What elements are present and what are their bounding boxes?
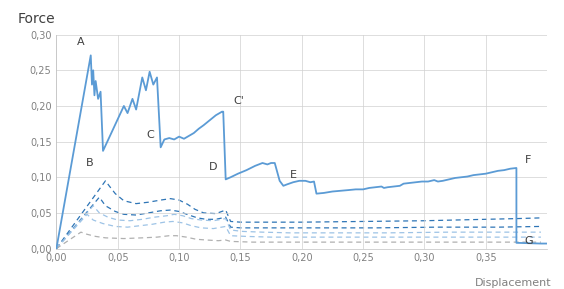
Text: C: C (147, 130, 155, 140)
Text: Force: Force (17, 12, 55, 26)
Text: C': C' (233, 96, 244, 106)
Text: F: F (525, 155, 531, 165)
Text: E: E (290, 170, 297, 180)
Text: G: G (525, 236, 534, 246)
Text: D: D (209, 162, 218, 173)
Text: A: A (77, 37, 85, 47)
Text: B: B (86, 158, 94, 168)
Text: Displacement: Displacement (475, 279, 552, 288)
